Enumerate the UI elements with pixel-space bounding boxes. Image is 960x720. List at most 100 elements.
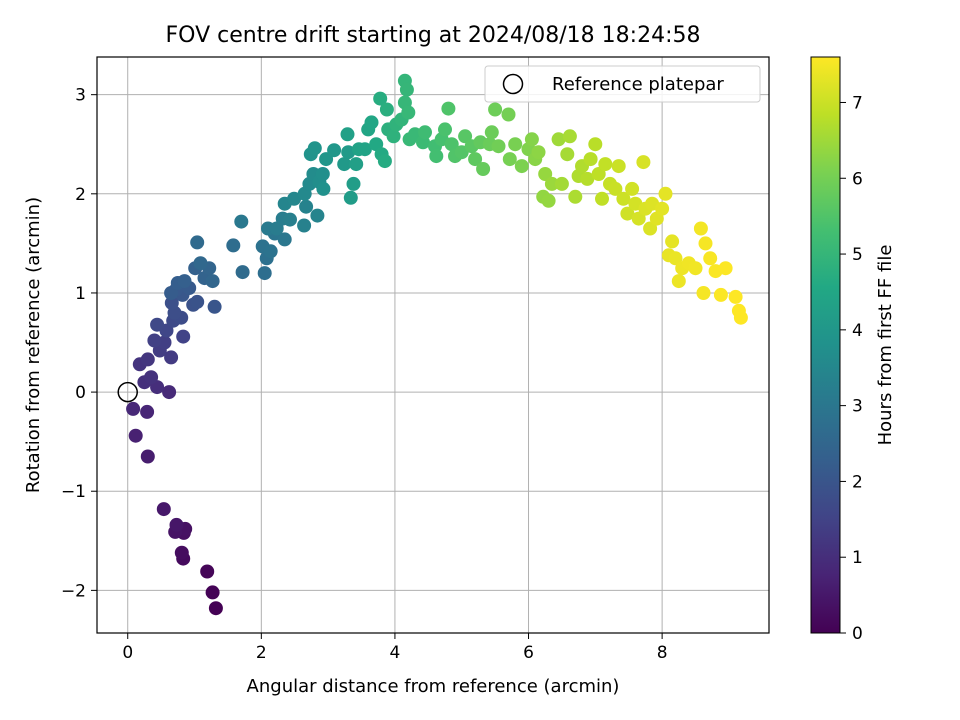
data-point	[399, 82, 414, 97]
reference-marker-group	[117, 381, 138, 403]
data-point	[476, 162, 491, 176]
data-point	[665, 234, 680, 249]
data-point	[611, 159, 626, 174]
data-point	[531, 145, 546, 160]
data-point	[190, 235, 205, 250]
data-point	[401, 105, 416, 120]
data-point	[598, 157, 613, 172]
data-point	[583, 152, 598, 167]
data-point	[377, 154, 392, 169]
y-tick-label: 3	[75, 86, 86, 106]
data-point	[315, 167, 330, 181]
data-point	[205, 274, 220, 289]
data-point	[588, 137, 603, 152]
data-point	[418, 125, 432, 140]
data-points	[126, 73, 748, 616]
colorbar-tick-label: 6	[852, 169, 863, 189]
data-point	[176, 329, 191, 344]
colorbar	[810, 56, 841, 634]
data-point	[429, 149, 444, 164]
data-point	[128, 428, 143, 443]
data-point	[444, 137, 459, 152]
data-point	[307, 141, 322, 156]
data-point	[208, 601, 223, 616]
data-point	[140, 352, 155, 367]
data-point	[235, 265, 250, 280]
x-tick-label: 4	[390, 643, 401, 663]
data-point	[164, 286, 179, 300]
data-point	[343, 190, 358, 205]
data-point	[544, 176, 559, 191]
data-point	[458, 129, 473, 144]
data-point	[608, 181, 623, 196]
colorbar-tick-label: 5	[852, 245, 863, 265]
x-tick-label: 0	[122, 643, 133, 663]
chart-title: FOV centre drift starting at 2024/08/18 …	[166, 23, 701, 48]
y-tick-label: 2	[75, 185, 86, 205]
data-point	[568, 189, 583, 204]
data-point	[316, 181, 331, 196]
data-point	[373, 91, 388, 106]
data-point	[177, 274, 192, 289]
y-tick-label: 0	[75, 383, 86, 403]
data-point	[595, 191, 609, 206]
data-point	[200, 564, 215, 579]
data-point	[438, 122, 452, 137]
data-point	[287, 191, 302, 206]
data-point	[156, 502, 171, 517]
data-point	[616, 191, 631, 206]
data-point	[283, 212, 297, 227]
data-point	[346, 176, 361, 191]
data-point	[713, 287, 728, 302]
x-tick-label: 6	[523, 643, 534, 663]
data-point	[643, 221, 658, 236]
data-point	[340, 127, 355, 142]
legend-box	[484, 65, 761, 103]
colorbar-label: Hours from first FF file	[875, 245, 896, 446]
data-point	[386, 129, 401, 144]
data-point	[491, 139, 506, 154]
data-point	[671, 274, 686, 289]
x-axis-ticks: 0 2 4 6 8	[122, 633, 668, 663]
colorbar-tick-label: 1	[852, 548, 863, 568]
data-point	[488, 102, 503, 117]
data-point	[698, 236, 713, 251]
data-point	[140, 404, 155, 419]
x-tick-label: 8	[657, 643, 668, 663]
data-point	[150, 317, 165, 332]
data-point	[140, 449, 155, 464]
data-point	[174, 545, 189, 560]
data-point	[341, 145, 356, 160]
colorbar-tick-label: 2	[852, 472, 863, 492]
data-point	[703, 251, 718, 266]
data-point	[668, 251, 683, 266]
data-point	[468, 152, 483, 167]
data-point	[562, 129, 577, 144]
data-point	[263, 244, 278, 259]
data-point	[620, 206, 635, 221]
data-point	[560, 147, 575, 162]
data-point	[688, 261, 703, 276]
data-point	[299, 199, 314, 214]
data-point	[514, 159, 529, 174]
data-point	[728, 289, 743, 304]
legend-reference-marker	[502, 73, 524, 95]
data-point	[441, 101, 456, 116]
data-point	[126, 401, 141, 416]
data-point	[580, 171, 595, 186]
data-point	[364, 115, 379, 130]
y-axis-ticks: −2 −1 0 1 2 3	[61, 86, 97, 601]
data-point	[357, 142, 372, 157]
x-tick-label: 2	[256, 643, 267, 663]
data-point	[147, 333, 162, 348]
data-point	[257, 266, 272, 281]
data-point	[162, 385, 177, 400]
data-point	[625, 181, 640, 196]
data-point	[327, 143, 342, 158]
legend-label-reference-platepar: Reference platepar	[552, 74, 724, 95]
data-point	[205, 585, 220, 600]
data-point	[554, 176, 569, 191]
data-point	[502, 152, 517, 167]
data-point	[277, 232, 292, 247]
